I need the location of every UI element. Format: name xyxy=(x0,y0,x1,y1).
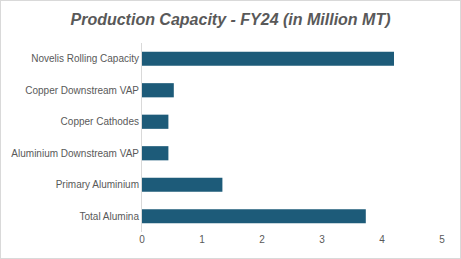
svg-text:0: 0 xyxy=(139,234,145,245)
svg-text:Novelis Rolling Capacity: Novelis Rolling Capacity xyxy=(31,53,139,64)
svg-text:Copper Downstream VAP: Copper Downstream VAP xyxy=(25,85,139,96)
svg-text:Copper Cathodes: Copper Cathodes xyxy=(61,116,139,127)
svg-text:Primary Aluminium: Primary Aluminium xyxy=(56,179,139,190)
svg-text:1: 1 xyxy=(199,234,205,245)
svg-text:2: 2 xyxy=(259,234,265,245)
svg-text:Production Capacity - FY24 (in: Production Capacity - FY24 (in Million M… xyxy=(70,11,390,28)
svg-text:3: 3 xyxy=(319,234,325,245)
svg-text:Aluminium Downstream VAP: Aluminium Downstream VAP xyxy=(11,148,139,159)
svg-text:Total Alumina: Total Alumina xyxy=(80,211,140,222)
svg-text:5: 5 xyxy=(439,234,445,245)
svg-text:4: 4 xyxy=(379,234,385,245)
